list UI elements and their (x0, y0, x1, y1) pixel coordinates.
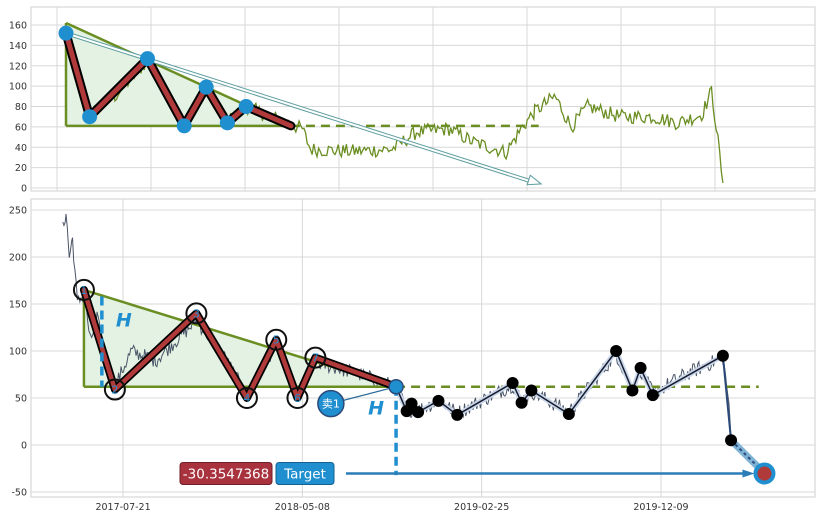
pivot-label: 1 (80, 284, 87, 297)
post-breakout-pivot (405, 397, 418, 410)
pivot-marker (304, 346, 327, 369)
pivot-label: 2 (111, 384, 118, 397)
target-value-text: -30.3547368 (183, 467, 269, 483)
bottom-ytick: 0 (21, 441, 27, 452)
post-breakout-pivot (562, 407, 575, 420)
target-arrowhead (742, 469, 755, 478)
top-ytick: 140 (9, 41, 27, 52)
top-pivot-point (238, 99, 254, 115)
pivot-label: 4 (243, 392, 250, 405)
top-ytick: 100 (9, 82, 27, 93)
top-pivot-point (140, 51, 155, 67)
post-breakout-pivot (525, 384, 538, 397)
top-ytick: 120 (9, 61, 27, 72)
pivot-label: 6 (294, 392, 301, 405)
height-label: H (368, 398, 384, 420)
post-breakout-pivot (634, 361, 647, 374)
bottom-ytick: 100 (9, 347, 27, 358)
sell-marker (317, 389, 345, 418)
top-ytick: 160 (9, 21, 27, 32)
bottom-panel: -50 0 50 100 150 200 250 2017-07-21 2018-05-08 20… (9, 198, 816, 513)
top-pivot-point (58, 25, 74, 41)
post-breakout-pivot (610, 345, 623, 357)
bottom-zigzag (81, 287, 399, 401)
top-ytick: 0 (21, 184, 27, 195)
top-panel: 0 20 40 60 80 100 120 140 160 (9, 6, 816, 195)
post-breakout-pivot (451, 408, 464, 421)
top-ytick: 80 (15, 102, 27, 113)
sell-label: 卖1 (322, 398, 340, 411)
post-breakout-pivot (725, 434, 738, 447)
x-tick-label: 2019-02-25 (454, 502, 509, 513)
top-ytick: 20 (15, 163, 27, 174)
post-breakout-pivot (412, 406, 425, 419)
pivot-marker (235, 387, 258, 409)
bottom-ytick: 150 (9, 300, 27, 311)
bottom-ytick: 250 (9, 206, 27, 217)
bottom-ytick: -50 (11, 488, 27, 499)
pivot-marker (185, 302, 208, 325)
top-pivot-point (198, 79, 214, 95)
target-point-core (761, 470, 768, 477)
pivot-marker (72, 278, 95, 301)
pivot-label: 7 (312, 352, 319, 365)
post-breakout-pivot (716, 349, 729, 362)
pivot-marker (286, 387, 309, 409)
x-tick-label: 2017-07-21 (95, 502, 150, 513)
target-badge (275, 462, 335, 486)
breakout-point (388, 378, 404, 395)
x-tick-label: 2019-12-09 (633, 502, 688, 513)
pivot-marker (103, 378, 126, 401)
height-label: H (116, 309, 132, 331)
top-ytick: 40 (15, 143, 27, 154)
post-breakout-pivot (432, 394, 445, 407)
top-projection-arrowhead (526, 174, 543, 186)
pivot-label: 3 (193, 307, 200, 320)
post-breakout-pivot (515, 396, 528, 409)
post-breakout-pivot (626, 384, 639, 397)
top-pivot-point (176, 118, 192, 134)
pivot-label: 5 (273, 334, 280, 347)
top-pivot-point (219, 115, 235, 131)
bottom-ytick: 50 (15, 394, 27, 405)
top-ytick: 60 (15, 122, 27, 133)
target-approach-line (730, 439, 766, 474)
bottom-ytick: 200 (9, 253, 27, 264)
target-badge-text: Target (283, 467, 326, 483)
post-breakout-pivot (646, 389, 659, 402)
top-pivot-point (82, 109, 98, 125)
post-breakout-pivot (506, 376, 519, 389)
pivot-marker (265, 328, 288, 351)
post-breakout-drop (721, 355, 733, 441)
x-tick-label: 2018-05-08 (275, 502, 330, 513)
target-value-badge (179, 462, 273, 486)
